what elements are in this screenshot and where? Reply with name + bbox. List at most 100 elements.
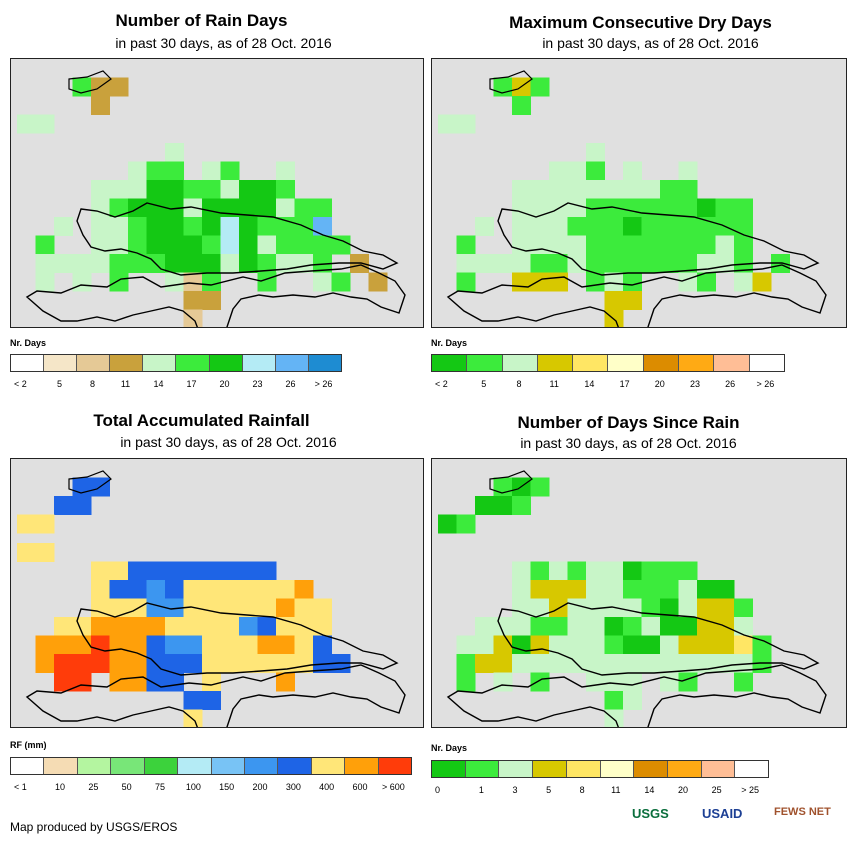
- map-cell: [202, 180, 221, 199]
- map-cell: [678, 235, 698, 255]
- map-cell: [604, 617, 624, 636]
- map-cell: [239, 580, 258, 599]
- legend-tick: 150: [219, 782, 235, 792]
- map-cell: [128, 580, 147, 599]
- map-cell: [567, 635, 587, 655]
- map-cell: [641, 580, 661, 599]
- legend-swatch: [275, 355, 309, 371]
- legend-swatch: [499, 761, 534, 777]
- map-cell: [512, 180, 531, 199]
- map-cell: [512, 96, 531, 115]
- map-cell: [623, 272, 642, 292]
- map-cell: [313, 635, 332, 655]
- legend-swatch: [735, 761, 769, 777]
- map-cell: [294, 654, 314, 673]
- map-cell: [567, 198, 587, 218]
- map-cell: [294, 598, 314, 618]
- panel-title: Number of Rain Days: [115, 11, 288, 30]
- map-cell: [623, 254, 642, 273]
- legend-swatch: [465, 761, 500, 777]
- coastline: [446, 202, 827, 327]
- map-cell: [313, 598, 332, 618]
- legend-tick: 14: [584, 379, 595, 389]
- map-cell: [313, 272, 332, 292]
- map-cell: [257, 180, 277, 199]
- map-cell: [623, 635, 642, 655]
- coastline: [25, 602, 406, 727]
- map-cell: [678, 654, 698, 673]
- map-cell: [109, 180, 129, 199]
- map-cell: [202, 217, 221, 236]
- map-cell: [567, 561, 587, 581]
- map-cell: [276, 180, 295, 199]
- map-cell: [586, 272, 605, 292]
- map-cell: [183, 291, 203, 310]
- map-cell: [165, 580, 184, 599]
- panel-subtitle: in past 30 days, as of 28 Oct. 2016: [115, 35, 332, 51]
- map-cell: [641, 235, 661, 255]
- map-cell: [294, 198, 314, 218]
- map-cell: [604, 654, 624, 673]
- credit-text: Map produced by USGS/EROS: [10, 820, 178, 834]
- map-cell: [128, 180, 147, 199]
- map-cell: [567, 161, 587, 181]
- map-cell: [257, 598, 277, 618]
- map-cell: [276, 580, 295, 599]
- map-cell: [456, 114, 476, 134]
- map-cell: [54, 496, 73, 515]
- map-cell: [202, 617, 221, 636]
- map-cell: [239, 598, 258, 618]
- map-cell: [165, 143, 184, 162]
- map-cell: [202, 691, 221, 710]
- map-cell: [17, 114, 36, 134]
- legend-tick: 25: [711, 785, 722, 795]
- panel-dry-days: Maximum Consecutive Dry Days in past 30 …: [427, 0, 854, 400]
- map-cell: [35, 654, 55, 673]
- legend-swatch: [749, 355, 784, 371]
- map-cell: [146, 672, 166, 692]
- map-cell: [109, 254, 129, 273]
- map-cell: [146, 217, 166, 236]
- panel-title: Number of Days Since Rain: [517, 413, 740, 432]
- map-cell: [202, 580, 221, 599]
- map-cell: [165, 235, 184, 255]
- legend-tick: < 1: [14, 782, 27, 792]
- coastline: [25, 202, 406, 327]
- legend-swatch: [44, 758, 78, 774]
- map-cell: [202, 235, 221, 255]
- map-cell: [604, 672, 624, 692]
- map-cell: [549, 654, 568, 673]
- legend-tick: 400: [319, 782, 335, 792]
- map-cell: [165, 654, 184, 673]
- map-cell: [493, 77, 513, 97]
- map-cell: [549, 272, 568, 292]
- map-cell: [715, 635, 735, 655]
- panel-subtitle: in past 30 days, as of 28 Oct. 2016: [542, 35, 759, 51]
- map-days-since-rain: [431, 458, 847, 728]
- map-cell: [623, 217, 642, 236]
- map-cell: [660, 217, 679, 236]
- map-cell: [183, 561, 203, 581]
- map-cell: [678, 617, 698, 636]
- map-cell: [715, 580, 735, 599]
- map-cell: [257, 235, 277, 255]
- map-cell: [604, 309, 624, 327]
- island-outline: [489, 470, 533, 494]
- map-cell: [294, 254, 314, 273]
- legend-swatch: [110, 355, 144, 371]
- map-cell: [715, 598, 735, 618]
- map-cell: [456, 514, 476, 534]
- map-cell: [734, 617, 753, 636]
- map-cell: [456, 635, 476, 655]
- map-cell: [72, 272, 92, 292]
- legend-swatch: [432, 355, 468, 371]
- map-cell: [35, 514, 55, 534]
- map-cell: [54, 672, 73, 692]
- map-cell: [72, 635, 92, 655]
- map-cell: [294, 635, 314, 655]
- map-cell: [35, 543, 55, 562]
- legend-tick: 300: [285, 782, 301, 792]
- map-cell: [35, 114, 55, 134]
- map-cell: [734, 198, 753, 218]
- legend-swatch: [573, 355, 609, 371]
